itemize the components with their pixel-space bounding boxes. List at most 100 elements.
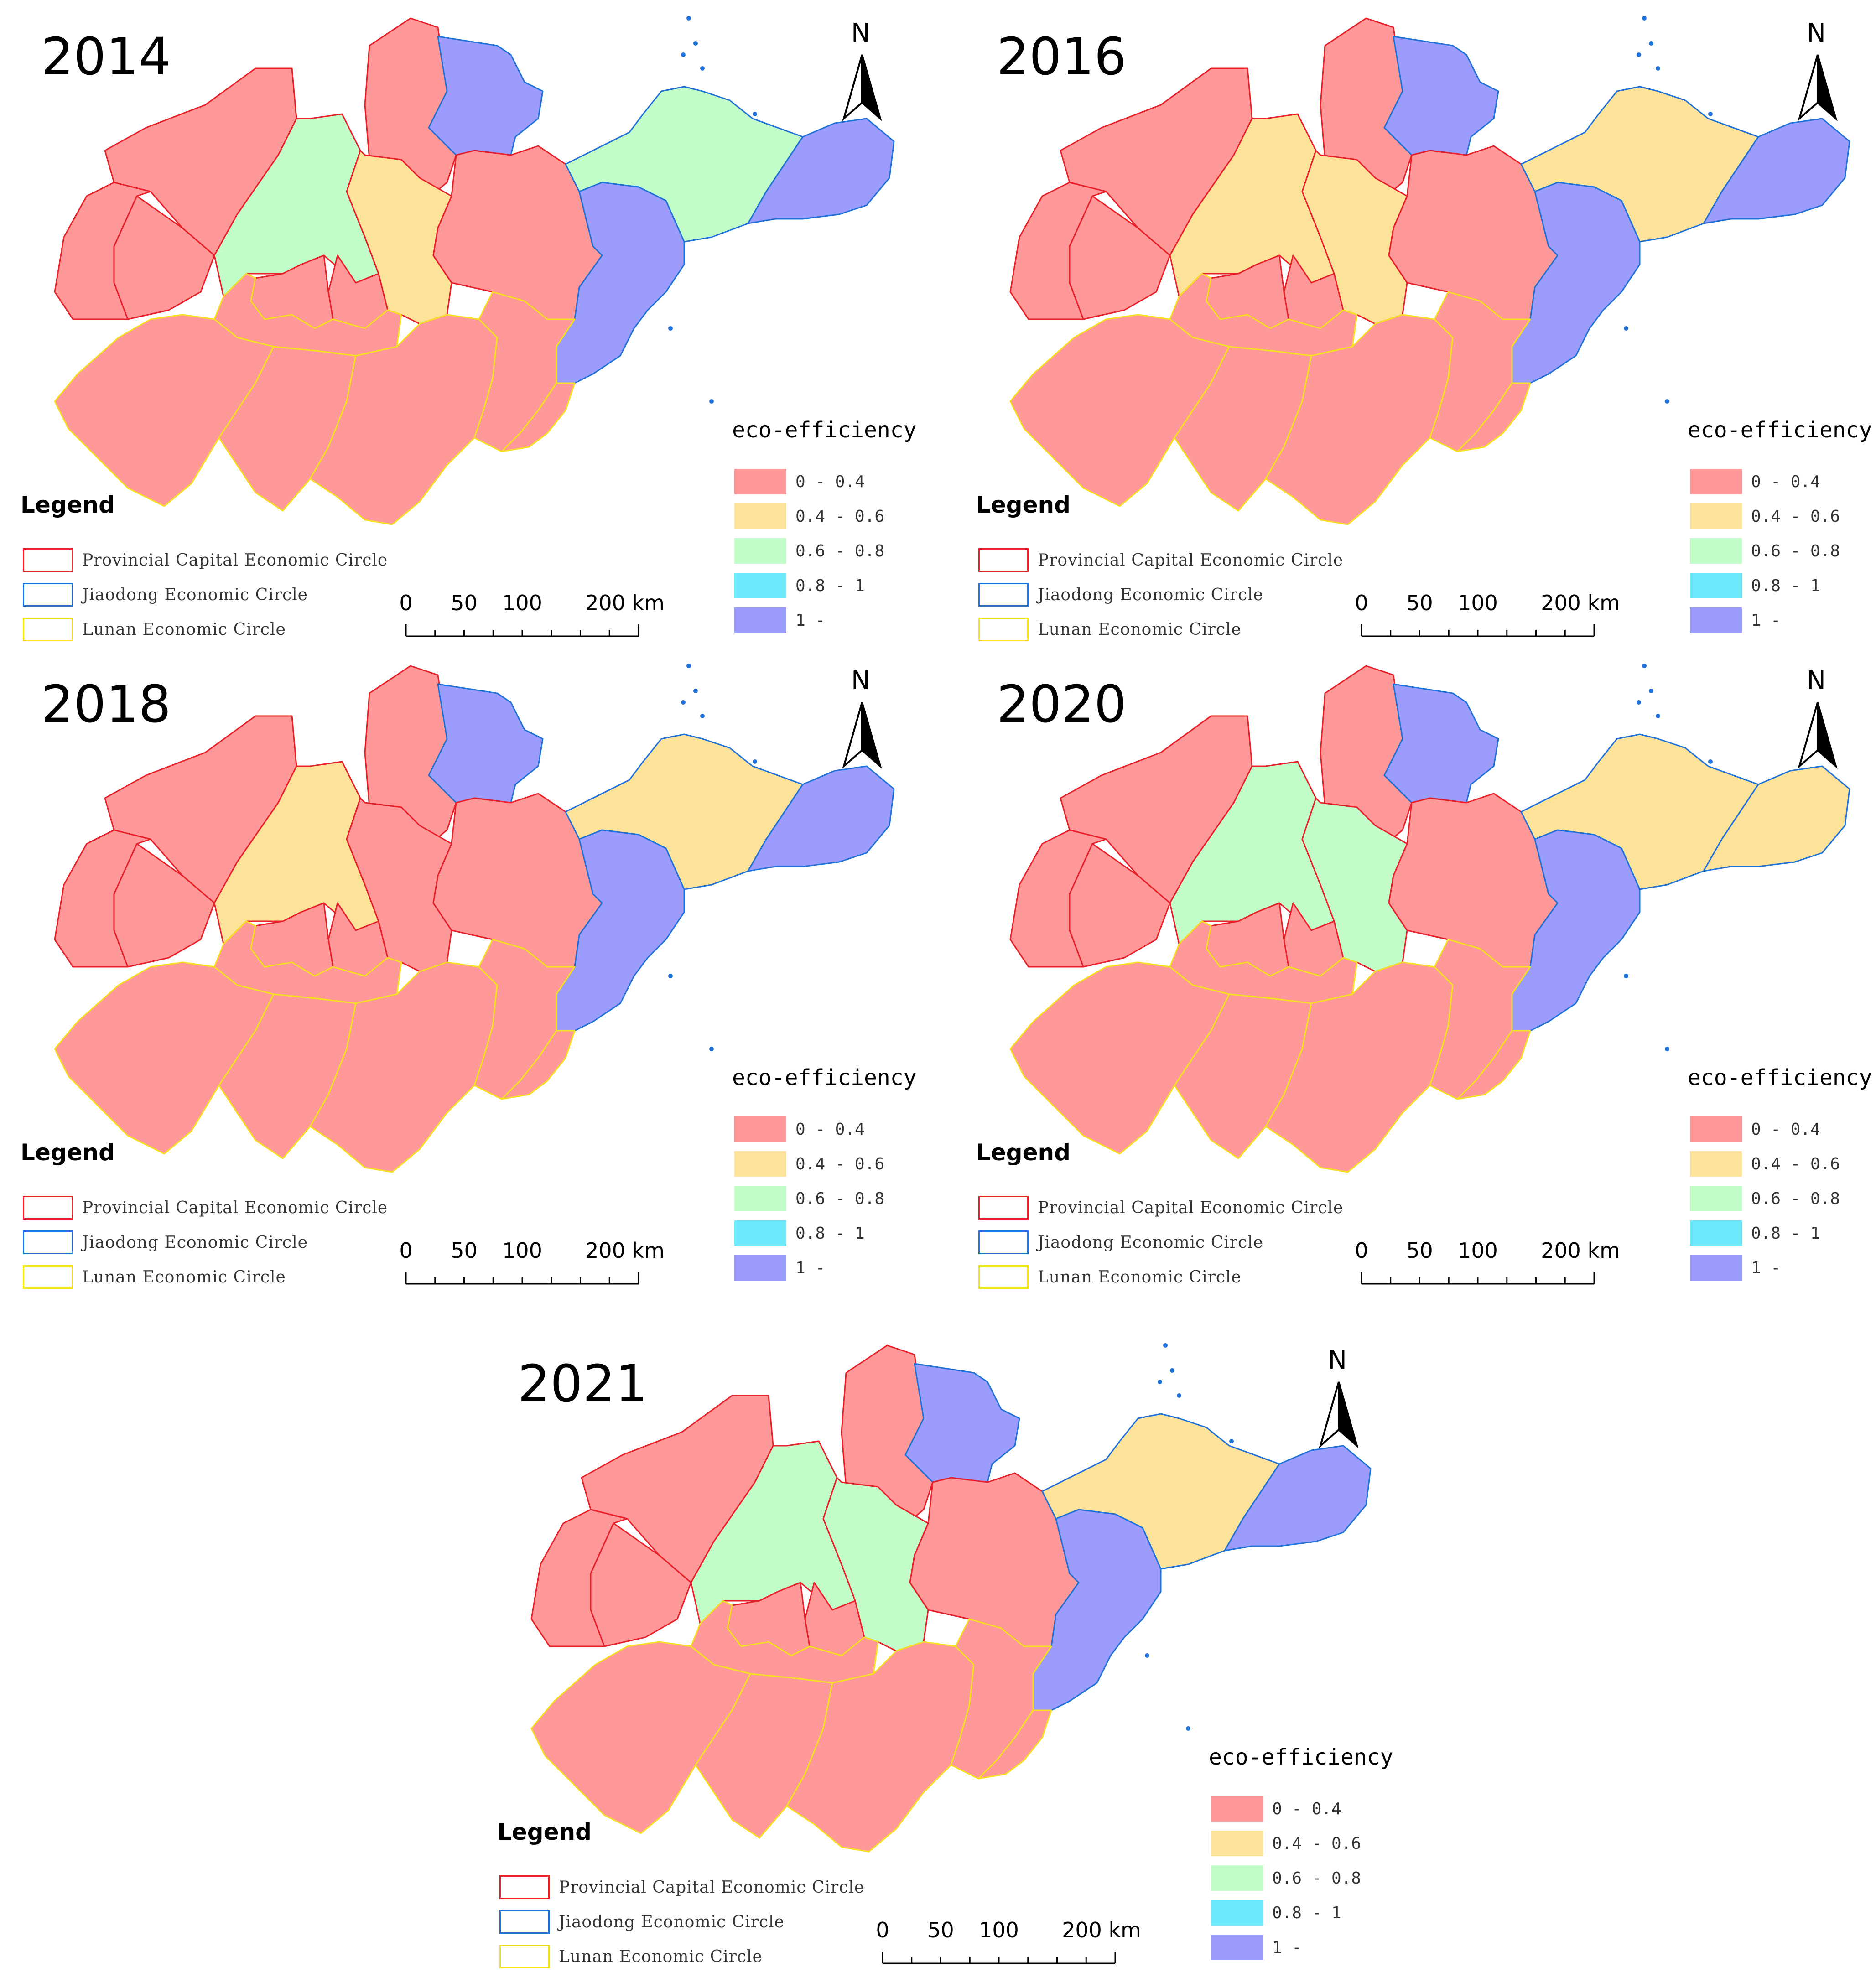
scale-ruler [882, 1952, 1116, 1964]
classification-title: eco-efficiency [1688, 417, 1872, 443]
class-swatch [1211, 1865, 1263, 1891]
map-panel-2018: 2018 N Legend Provincial Capital Economic C… [0, 648, 940, 1295]
legend-swatch [978, 1265, 1029, 1289]
legend-title: Legend [976, 1139, 1071, 1166]
class-item: 1 - [1690, 607, 1781, 633]
map-year-title: 2014 [41, 27, 171, 87]
class-item: 0 - 0.4 [1690, 1116, 1820, 1142]
island [668, 326, 673, 331]
island [1163, 1343, 1168, 1348]
north-label: N [1807, 666, 1826, 696]
class-swatch [734, 1151, 786, 1177]
class-swatch [1690, 1186, 1742, 1211]
class-swatch [1690, 573, 1742, 598]
island [753, 759, 757, 764]
island [686, 664, 691, 668]
class-item: 0 - 0.4 [734, 1116, 865, 1142]
island [1186, 1726, 1190, 1731]
scale-bar: 0 50 100 200 km [399, 1238, 665, 1293]
region-qd [1511, 829, 1641, 1032]
scale-label: 200 km [1541, 591, 1620, 615]
province-map [54, 664, 895, 1173]
scale-label: 200 km [1062, 1918, 1141, 1942]
scale-label: 200 km [1541, 1238, 1620, 1263]
legend-label: Jiaodong Economic Circle [82, 585, 308, 604]
class-item: 0.8 - 1 [1690, 573, 1820, 598]
legend-label: Provincial Capital Economic Circle [82, 550, 388, 570]
class-label: 0.8 - 1 [1751, 1224, 1820, 1243]
island [709, 1047, 714, 1051]
class-swatch [734, 1116, 786, 1142]
map-panel-2014: 2014 N Legend Provincial Capital Economic C… [0, 0, 940, 648]
class-item: 0.4 - 0.6 [734, 1151, 884, 1177]
class-item: 1 - [734, 607, 825, 633]
class-swatch [1211, 1900, 1263, 1926]
scale-label: 50 [451, 1238, 478, 1263]
legend-item: Provincial Capital Economic Circle [978, 1195, 1343, 1220]
legend-item: Lunan Economic Circle [499, 1944, 763, 1969]
class-swatch [1690, 607, 1742, 633]
region-rz [1456, 382, 1531, 452]
region-sw1 [1009, 314, 1230, 507]
class-item: 0 - 0.4 [1690, 469, 1820, 494]
legend-item: Jiaodong Economic Circle [978, 1230, 1263, 1255]
region-bz [1383, 683, 1499, 804]
legend-swatch [499, 1945, 550, 1968]
legend-label: Lunan Economic Circle [82, 620, 286, 639]
scale-label: 100 [1458, 591, 1498, 615]
class-label: 0.4 - 0.6 [795, 1154, 885, 1173]
legend-item: Provincial Capital Economic Circle [23, 1195, 388, 1220]
legend-item: Jiaodong Economic Circle [978, 582, 1263, 607]
class-label: 0.4 - 0.6 [1272, 1834, 1362, 1853]
island [686, 16, 691, 21]
scale-label: 100 [1458, 1238, 1498, 1263]
north-label: N [851, 18, 870, 48]
legend-item: Lunan Economic Circle [23, 617, 286, 642]
legend-title: Legend [21, 492, 115, 518]
island [1642, 664, 1647, 668]
region-s1 [309, 961, 498, 1173]
map-panel-2016: 2016 N Legend Provincial Capital Economic C… [956, 0, 1876, 648]
map-year-title: 2018 [41, 675, 171, 734]
class-item: 0.4 - 0.6 [1690, 503, 1840, 529]
legend-swatch [23, 1230, 73, 1254]
island [1170, 1368, 1174, 1373]
region-qd [1511, 182, 1641, 384]
island [1649, 689, 1653, 693]
legend-swatch [978, 548, 1029, 572]
legend-label: Lunan Economic Circle [559, 1947, 763, 1966]
legend-item: Provincial Capital Economic Circle [499, 1874, 864, 1900]
class-swatch [734, 1186, 786, 1211]
region-sw1 [54, 314, 275, 507]
class-item: 0.4 - 0.6 [1690, 1151, 1840, 1177]
class-label: 0.6 - 0.8 [795, 541, 885, 561]
island [1649, 41, 1653, 46]
class-label: 0.8 - 1 [795, 576, 865, 595]
island [1158, 1380, 1162, 1384]
island [1656, 714, 1660, 718]
region-s1 [1265, 314, 1454, 525]
island [1624, 974, 1628, 978]
region-rz [501, 382, 576, 452]
north-arrow-icon [1798, 54, 1838, 121]
island [700, 714, 705, 718]
north-arrow-icon [1798, 702, 1838, 769]
class-swatch [734, 503, 786, 529]
class-item: 0 - 0.4 [734, 469, 865, 494]
class-swatch [1211, 1935, 1263, 1960]
class-item: 0.8 - 1 [1211, 1900, 1341, 1926]
class-swatch [734, 573, 786, 598]
class-label: 0.8 - 1 [1751, 576, 1820, 595]
class-label: 1 - [1751, 1258, 1781, 1277]
class-item: 1 - [734, 1255, 825, 1281]
legend-title: Legend [497, 1819, 592, 1845]
class-swatch [1690, 538, 1742, 564]
class-label: 0.8 - 1 [1272, 1903, 1341, 1922]
legend-swatch [23, 1196, 73, 1220]
class-item: 0.8 - 1 [734, 573, 865, 598]
region-sw1 [1009, 961, 1230, 1155]
region-w3 [1009, 182, 1107, 320]
scale-bar: 0 50 100 200 km [399, 591, 665, 645]
class-label: 0 - 0.4 [1751, 1120, 1820, 1139]
scale-label: 50 [1406, 591, 1433, 615]
